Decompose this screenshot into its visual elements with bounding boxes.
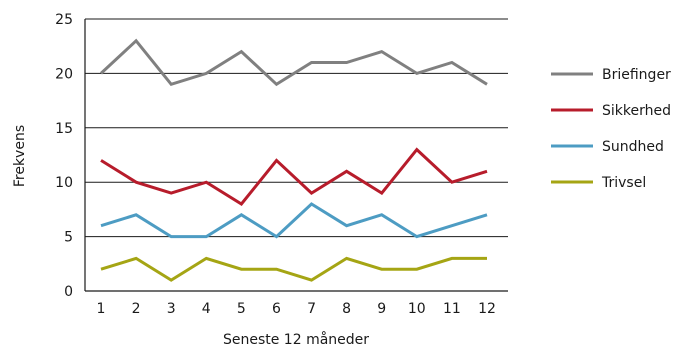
x-tick-label: 8	[342, 301, 351, 317]
series-line-sikkerhed	[100, 147, 488, 206]
x-tick-label: 10	[408, 301, 426, 317]
x-tick-label: 2	[132, 301, 141, 317]
legend-label: Trivsel	[601, 175, 646, 191]
x-tick-label: 5	[237, 301, 246, 317]
series-lines	[99, 38, 488, 282]
x-tick-label: 6	[272, 301, 281, 317]
y-axis-label: Frekvens	[12, 125, 28, 187]
x-tick-label: 11	[443, 301, 461, 317]
y-tick-label: 10	[55, 175, 73, 191]
x-tick-label: 3	[167, 301, 176, 317]
y-tick-label: 25	[55, 12, 73, 28]
series-line-trivsel	[100, 256, 487, 282]
legend-label: Sundhed	[602, 139, 664, 155]
x-tick-label: 1	[97, 301, 106, 317]
x-tick-label: 7	[307, 301, 316, 317]
x-tick-label: 12	[478, 301, 496, 317]
gridlines	[85, 18, 508, 238]
series-line-briefinger	[99, 38, 488, 87]
legend-label: Sikkerhed	[602, 103, 671, 119]
x-axis-label: Seneste 12 måneder	[223, 331, 369, 347]
y-tick-label: 20	[55, 66, 73, 82]
x-tick-label: 9	[377, 301, 386, 317]
y-tick-label: 5	[64, 230, 73, 246]
series-line-sundhed	[100, 202, 488, 239]
legend-label: Briefinger	[602, 67, 671, 83]
x-tick-label: 4	[202, 301, 211, 317]
y-tick-label: 15	[55, 121, 73, 137]
y-tick-label: 0	[64, 284, 73, 300]
legend: Briefinger Sikkerhed Sundhed Trivsel	[551, 67, 671, 191]
